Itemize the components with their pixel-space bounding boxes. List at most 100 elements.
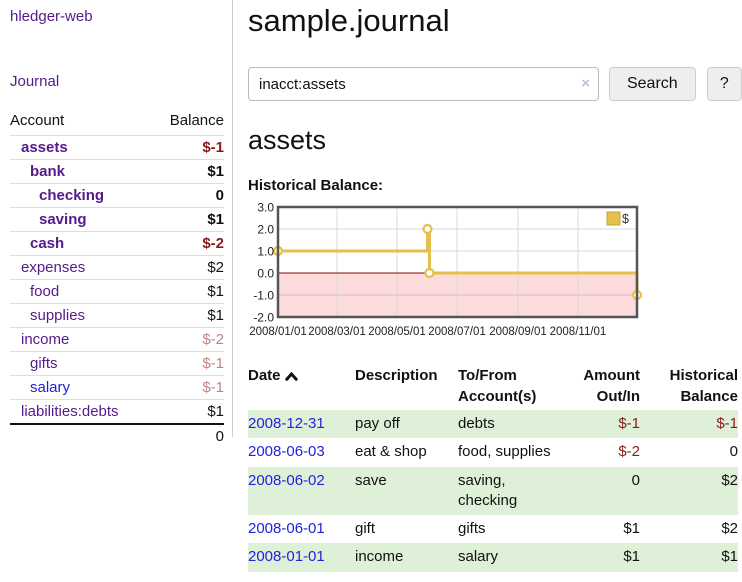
y-tick-label: 3.0 <box>257 202 274 214</box>
x-tick-label: 2008/09/01 <box>489 326 547 338</box>
register-table: Date Description To/From Account(s) Amount … <box>248 362 738 572</box>
transaction-accounts: salary <box>458 548 499 566</box>
account-link-liabilities-debts[interactable]: liabilities:debts <box>21 403 119 420</box>
account-link-food[interactable]: food <box>30 283 60 300</box>
transaction-accounts: saving, checking <box>458 471 518 509</box>
account-balance: $1 <box>207 163 224 180</box>
account-link-income[interactable]: income <box>21 331 70 348</box>
account-balance: $-2 <box>202 331 224 348</box>
transaction-description: income <box>355 548 404 566</box>
transaction-row: 2008-06-02 save saving, checking 0 $2 <box>248 466 738 516</box>
account-row: liabilities:debts $1 <box>10 399 224 425</box>
register-header-balance: Historical Balance <box>669 367 738 405</box>
transaction-row: 2008-06-01 gift gifts $1 $2 <box>248 515 738 543</box>
account-balance: $-1 <box>202 379 224 396</box>
account-balance: $-1 <box>202 139 224 156</box>
x-tick-label: 2008/05/01 <box>368 326 426 338</box>
account-row: checking 0 <box>10 183 224 208</box>
transaction-row: 2008-01-01 income salary $1 $1 <box>248 543 738 572</box>
search-bar: × Search ? <box>248 67 742 101</box>
x-tick-label: 2008/03/01 <box>308 326 366 338</box>
account-row: expenses $2 <box>10 255 224 280</box>
account-row: supplies $1 <box>10 303 224 328</box>
transaction-date-link[interactable]: 2008-06-03 <box>248 443 325 461</box>
register-header-amount: Amount Out/In <box>583 367 640 405</box>
x-tick-label: 2008/11/01 <box>550 326 607 338</box>
y-tick-label: 1.0 <box>257 244 274 258</box>
data-point-marker <box>422 223 433 235</box>
search-input[interactable] <box>248 67 599 101</box>
transaction-amount: $1 <box>623 520 640 537</box>
x-tick-label: 2008/01/01 <box>249 326 307 338</box>
accounts-header-account: Account <box>10 112 65 129</box>
transaction-date-link[interactable]: 2008-06-01 <box>248 520 325 537</box>
transaction-date[interactable]: 2008-06-03 <box>248 438 345 466</box>
account-balance: $-1 <box>202 355 224 372</box>
register-header-date[interactable]: Date <box>248 362 345 410</box>
accounts-header-balance: Balance <box>169 112 224 129</box>
transaction-balance: $-1 <box>716 415 738 432</box>
transaction-balance: $2 <box>721 471 738 489</box>
account-link-saving[interactable]: saving <box>39 211 87 228</box>
account-row: income $-2 <box>10 327 224 352</box>
sidebar-item-journal[interactable]: Journal <box>10 73 60 90</box>
account-row: gifts $-1 <box>10 351 224 376</box>
account-link-assets[interactable]: assets <box>21 139 68 156</box>
account-balance: $-2 <box>202 235 224 252</box>
y-tick-label: 2.0 <box>257 222 274 236</box>
transaction-date-link[interactable]: 2008-01-01 <box>248 548 325 566</box>
account-link-bank[interactable]: bank <box>30 163 66 180</box>
account-link-expenses[interactable]: expenses <box>21 259 86 276</box>
account-link-gifts[interactable]: gifts <box>30 355 58 372</box>
transaction-description: gift <box>355 520 376 537</box>
app-title-link[interactable]: hledger-web <box>10 8 93 25</box>
accounts-total-value: 0 <box>152 423 224 449</box>
transaction-balance: $1 <box>721 548 738 566</box>
account-link-salary[interactable]: salary <box>30 379 71 396</box>
accounts-total-row: 0 <box>10 423 224 449</box>
account-balance: $1 <box>207 211 224 228</box>
transaction-amount: $-1 <box>618 415 640 432</box>
register-header-description: Description <box>355 367 438 384</box>
register-header-accounts: To/From Account(s) <box>458 367 537 405</box>
account-row: cash $-2 <box>10 231 224 256</box>
account-balance: $2 <box>207 259 224 276</box>
transaction-accounts: gifts <box>458 520 486 537</box>
data-point-marker <box>424 267 435 279</box>
transaction-balance: 0 <box>729 443 738 461</box>
transaction-accounts: debts <box>458 415 495 432</box>
y-tick-label: 0.0 <box>257 266 274 280</box>
help-button[interactable]: ? <box>706 67 742 101</box>
search-button[interactable]: Search <box>608 67 696 101</box>
transaction-description: save <box>355 471 387 489</box>
x-tick-label: 2008/07/01 <box>428 326 486 338</box>
legend-label: $ <box>622 212 629 226</box>
transaction-date[interactable]: 2008-06-01 <box>248 515 345 543</box>
account-balance: $1 <box>207 283 224 300</box>
chart-title: Historical Balance: <box>248 177 384 194</box>
transaction-amount: $-2 <box>618 443 640 461</box>
account-link-supplies[interactable]: supplies <box>30 307 86 324</box>
clear-search-icon[interactable]: × <box>581 75 590 92</box>
transaction-accounts: food, supplies <box>458 443 551 461</box>
sort-asc-icon <box>284 371 298 381</box>
transaction-description: eat & shop <box>355 443 427 461</box>
main-content: sample.journal × Search ? assets Histori… <box>248 0 742 572</box>
account-heading: assets <box>248 125 327 155</box>
sidebar: hledger-web Journal Account Balance asse… <box>0 0 233 449</box>
transaction-date-link[interactable]: 2008-06-02 <box>248 471 325 489</box>
account-link-cash[interactable]: cash <box>30 235 65 252</box>
account-row: food $1 <box>10 279 224 304</box>
y-tick-label: -2.0 <box>253 310 274 324</box>
transaction-date-link[interactable]: 2008-12-31 <box>248 415 325 432</box>
account-balance: 0 <box>215 187 224 204</box>
account-row: saving $1 <box>10 207 224 232</box>
account-link-checking[interactable]: checking <box>39 187 105 204</box>
account-balance: $1 <box>207 307 224 324</box>
transaction-date[interactable]: 2008-06-02 <box>248 467 345 516</box>
transaction-amount: $1 <box>623 548 640 566</box>
transaction-date[interactable]: 2008-01-01 <box>248 543 345 571</box>
account-row: bank $1 <box>10 159 224 184</box>
transaction-date[interactable]: 2008-12-31 <box>248 410 345 438</box>
transaction-amount: 0 <box>631 471 640 489</box>
